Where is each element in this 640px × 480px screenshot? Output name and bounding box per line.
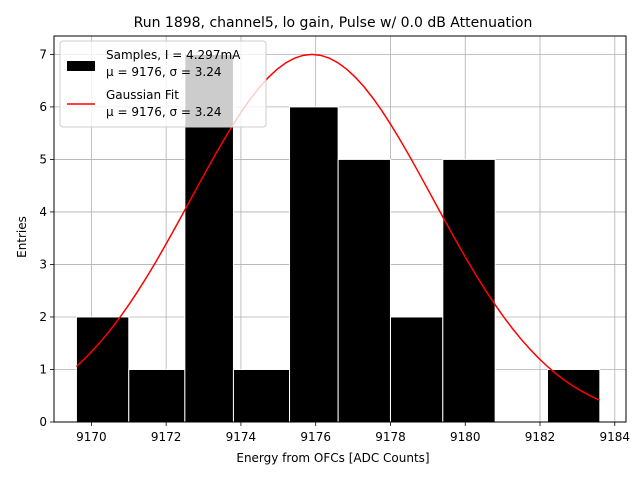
plot-frame <box>53 35 627 423</box>
y-tick-label: 1 <box>39 362 47 376</box>
y-axis-label: Entries <box>15 216 29 258</box>
y-tick-label: 3 <box>39 257 47 271</box>
histogram-bar <box>75 316 130 423</box>
y-tick-label: 5 <box>39 152 47 166</box>
chart-title: Run 1898, channel5, lo gain, Pulse w/ 0.… <box>134 15 533 31</box>
x-tick-label: 9176 <box>300 430 331 444</box>
legend: Samples, I = 4.297mA μ = 9176, σ = 3.24 … <box>59 40 267 128</box>
histogram-bar <box>289 106 339 423</box>
legend-label-samples: Samples, I = 4.297mA <box>106 48 241 62</box>
x-tick-label: 9180 <box>450 430 481 444</box>
x-tick-label: 9172 <box>151 430 182 444</box>
x-axis-label: Energy from OFCs [ADC Counts] <box>236 451 429 465</box>
y-tick-label: 0 <box>39 415 47 429</box>
y-tick-label: 7 <box>39 47 47 61</box>
legend-box <box>59 40 267 128</box>
legend-label-fit: Gaussian Fit <box>106 88 179 102</box>
y-axis-ticks: 0 1 2 3 4 5 6 7 <box>39 47 54 429</box>
histogram-bar <box>128 368 186 423</box>
gaussian-fit-curve <box>75 53 601 401</box>
histogram-bars <box>75 53 601 423</box>
x-tick-label: 9182 <box>525 430 556 444</box>
x-tick-label: 9178 <box>375 430 406 444</box>
histogram-bar <box>442 158 496 423</box>
histogram-bar <box>337 158 391 423</box>
legend-swatch-samples <box>67 61 95 71</box>
gaussian-fit-line <box>75 53 601 401</box>
x-tick-label: 9184 <box>600 430 631 444</box>
x-tick-label: 9170 <box>76 430 107 444</box>
histogram-bar <box>232 368 291 423</box>
y-tick-label: 6 <box>39 100 47 114</box>
histogram-bar <box>546 368 601 423</box>
x-axis-ticks: 9170 9172 9174 9176 9178 9180 9182 9184 <box>76 422 630 444</box>
legend-label-samples-stats: μ = 9176, σ = 3.24 <box>106 65 222 79</box>
x-tick-label: 9174 <box>226 430 257 444</box>
histogram-bar <box>389 316 444 423</box>
legend-label-fit-stats: μ = 9176, σ = 3.24 <box>106 105 222 119</box>
y-tick-label: 4 <box>39 205 47 219</box>
y-tick-label: 2 <box>39 310 47 324</box>
